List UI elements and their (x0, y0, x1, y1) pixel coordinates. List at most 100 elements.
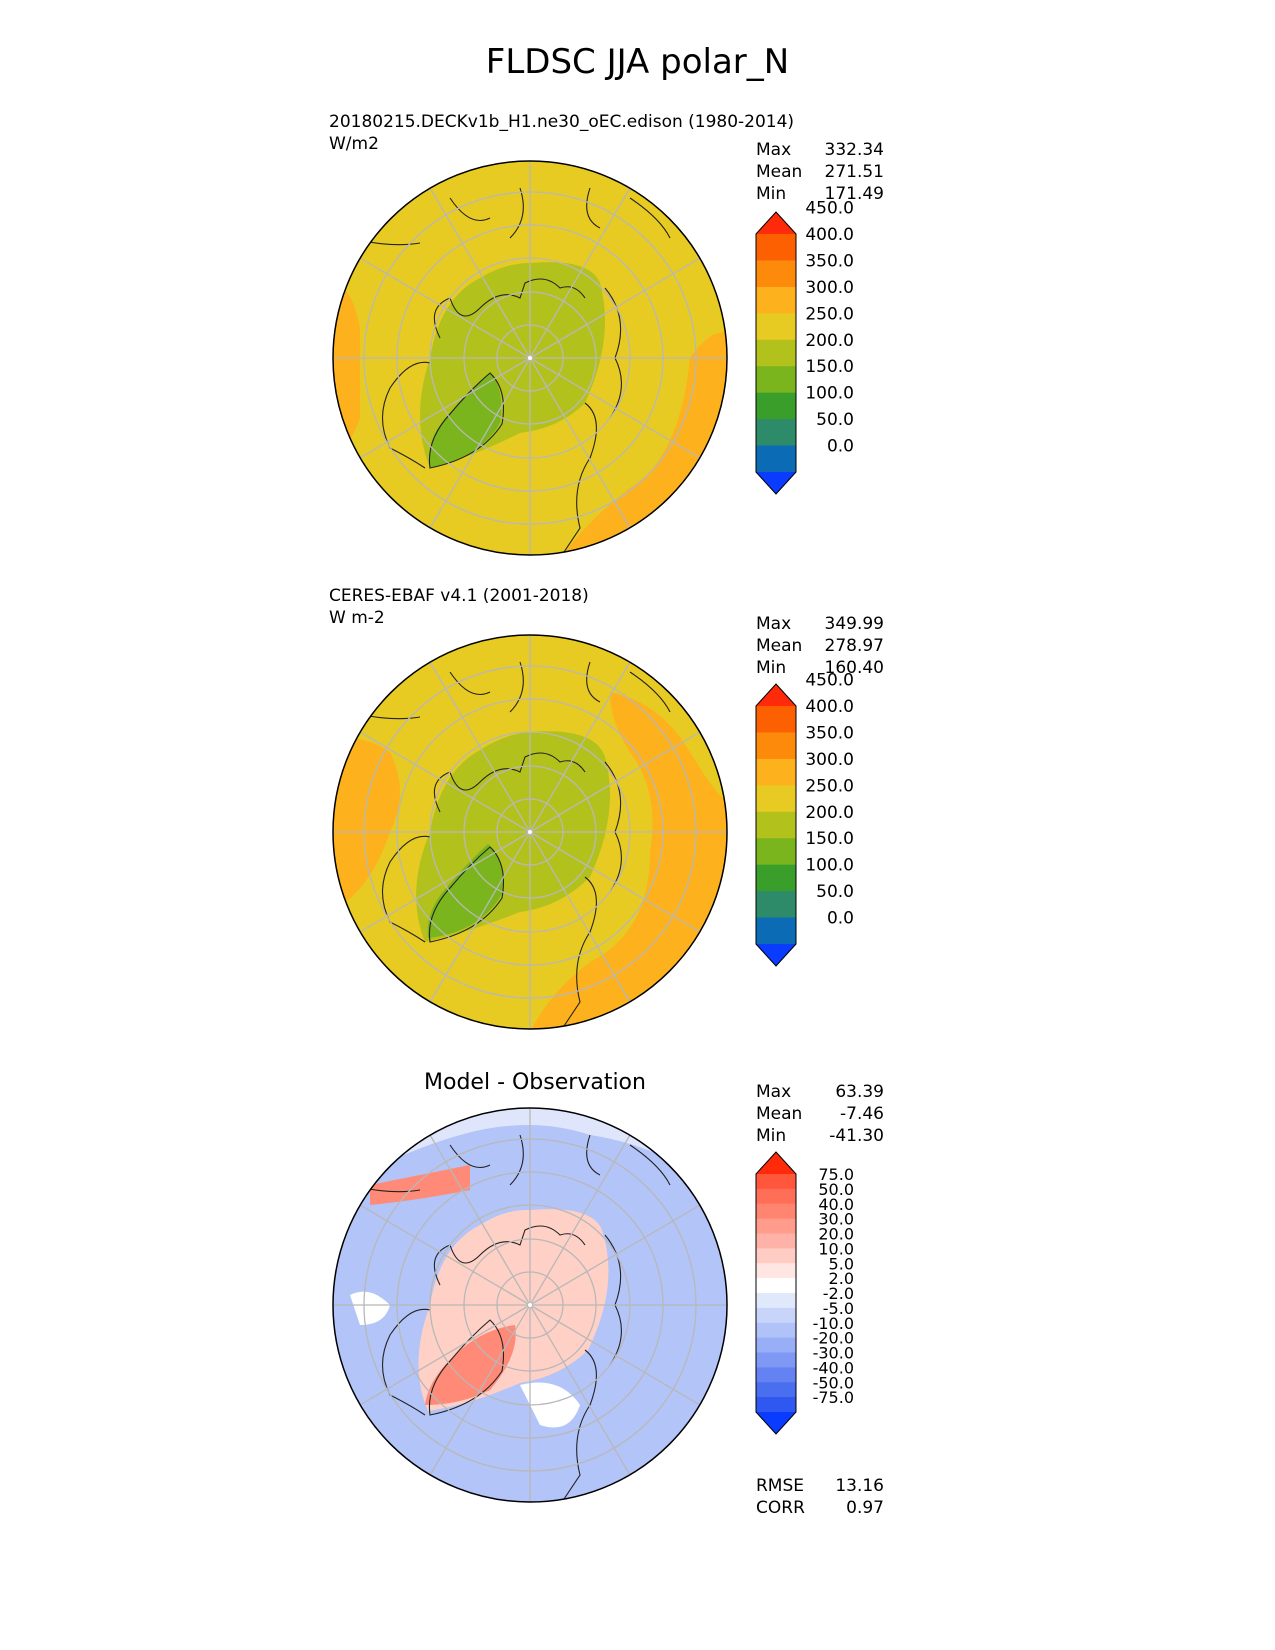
colorbar-segment (756, 758, 796, 786)
greenland-region (429, 373, 502, 468)
colorbar-tick-label: 2.0 (829, 1269, 854, 1288)
colorbar-segment (756, 445, 796, 473)
colorbar-tick-label: -30.0 (813, 1344, 854, 1363)
colorbar-extend-max (756, 1152, 796, 1174)
map-boundary (332, 634, 728, 1030)
north-pole-marker (528, 356, 532, 360)
colorbar-segment (756, 1188, 796, 1205)
north-pole-marker (528, 830, 532, 834)
stat-label: Min (756, 658, 787, 678)
colorbar-tick-label: 350.0 (805, 251, 854, 271)
colorbar-segment (756, 732, 796, 760)
colorbar-tick-label: -50.0 (813, 1373, 854, 1392)
colorbar-tick-label: 150.0 (805, 357, 854, 377)
colorbar-tick-label: -5.0 (823, 1299, 854, 1318)
colorbar-tick-label: -2.0 (823, 1284, 854, 1303)
colorbar-tick-label: 75.0 (818, 1165, 854, 1184)
colorbar-tick-label: 50.0 (818, 1180, 854, 1199)
colorbar-segment (756, 1352, 796, 1368)
colorbar-outline (755, 683, 797, 967)
panel-2-map (332, 634, 728, 1030)
colorbar-tick-label: 40.0 (818, 1195, 854, 1214)
panel-2-title: CERES-EBAF v4.1 (2001-2018) (329, 586, 589, 606)
colorbar-tick-label: 50.0 (816, 410, 854, 430)
colorbar-segment (756, 392, 796, 420)
stat-value: 271.51 (824, 162, 884, 182)
colorbar-tick-label: 30.0 (818, 1210, 854, 1229)
colorbar-segment (756, 260, 796, 288)
colorbar-tick-label: 450.0 (805, 199, 854, 219)
stat-value: 63.39 (835, 1082, 884, 1102)
panel-1-stats: Max 332.34 Mean 271.51 Min 171.49 (756, 139, 884, 205)
stat-value: -41.30 (829, 1126, 884, 1146)
panel-1-colorbar: 0.0 50.0 100.0 150.0 200.0 250.0 300.0 350.0 400… (755, 199, 854, 495)
stat-value: 160.40 (824, 658, 884, 678)
colorbar-tick-label: 200.0 (805, 331, 854, 351)
colorbar-segment (756, 811, 796, 839)
panel-3-stats: Max 63.39 Mean -7.46 Min -41.30 (756, 1081, 884, 1147)
map-boundary (332, 160, 728, 556)
warm-region-east (530, 692, 727, 1029)
colorbar-tick-label: 250.0 (805, 776, 854, 796)
panel-1-map (332, 160, 728, 556)
colorbar-extend-max (756, 684, 796, 706)
colorbar-tick-label: 300.0 (805, 278, 854, 298)
colorbar-segment (756, 917, 796, 945)
colorbar-segment (756, 1307, 796, 1324)
panel-2-stats: Max 349.99 Mean 278.97 Min 160.40 (756, 613, 884, 679)
stat-label: Mean (756, 162, 803, 182)
map-boundary (332, 1107, 728, 1503)
panel-3-map (332, 1107, 728, 1503)
panel-2-units: W m-2 (329, 608, 385, 628)
colorbar-segment (756, 1263, 796, 1279)
panel-2-colorbar: 0.0 50.0 100.0 150.0 200.0 250.0 300.0 350.0 400… (755, 671, 854, 967)
warm-strip-north (370, 1165, 470, 1205)
colorbar-segment (756, 1233, 796, 1249)
stat-label: Min (756, 1126, 787, 1146)
colorbar-extend-max (756, 212, 796, 234)
colorbar-outline (755, 1151, 797, 1435)
metric-label: CORR (756, 1498, 805, 1518)
colorbar-segment (756, 706, 796, 734)
colorbar-tick-label: 100.0 (805, 856, 854, 876)
north-pole-marker (528, 1303, 532, 1307)
colorbar-tick-label: -20.0 (813, 1329, 854, 1348)
colorbar-segment (756, 419, 796, 447)
greenland-region (427, 844, 504, 938)
white-patch-south (520, 1382, 580, 1428)
colorbar-extend-min (756, 944, 796, 966)
colorbar-segment (756, 339, 796, 367)
colorbar-tick-label: -10.0 (813, 1314, 854, 1333)
colorbar-segment (756, 1337, 796, 1354)
colorbar-tick-label: 200.0 (805, 803, 854, 823)
colorbar-tick-label: 350.0 (805, 723, 854, 743)
stat-label: Max (756, 1082, 792, 1102)
colorbar-extend-min (756, 472, 796, 494)
colorbar-segment (756, 1322, 796, 1339)
white-patch-west (350, 1291, 390, 1325)
colorbar-segment (756, 1293, 796, 1309)
panel-3-title: Model - Observation (424, 1070, 646, 1095)
panel-3-colorbar: -75.0-50.0-40.0-30.0-20.0-10.0-5.0-2.02.… (755, 1151, 854, 1435)
colorbar-tick-label: 250.0 (805, 304, 854, 324)
stat-label: Min (756, 184, 787, 204)
stat-label: Max (756, 614, 792, 634)
colorbar-tick-label: 100.0 (805, 384, 854, 404)
stat-label: Mean (756, 636, 803, 656)
stat-value: 349.99 (824, 614, 884, 634)
coastlines (349, 661, 671, 1029)
colorbar-tick-label: 150.0 (805, 829, 854, 849)
stat-value: 278.97 (824, 636, 884, 656)
stat-label: Mean (756, 1104, 803, 1124)
colorbar-extend-min (756, 1412, 796, 1434)
panel-1-title: 20180215.DECKv1b_H1.ne30_oEC.edison (198… (329, 112, 795, 132)
colorbar-segment (756, 1382, 796, 1398)
colorbar-tick-label: -75.0 (813, 1388, 854, 1407)
panel-3-metrics: RMSE 13.16 CORR 0.97 (756, 1475, 884, 1519)
colorbar-segment (756, 864, 796, 892)
colorbar-segment (756, 1174, 796, 1190)
colorbar-segment (756, 234, 796, 262)
colorbar-segment (756, 1248, 796, 1264)
colorbar-tick-label: 0.0 (827, 437, 854, 457)
colorbar-segment (756, 785, 796, 813)
